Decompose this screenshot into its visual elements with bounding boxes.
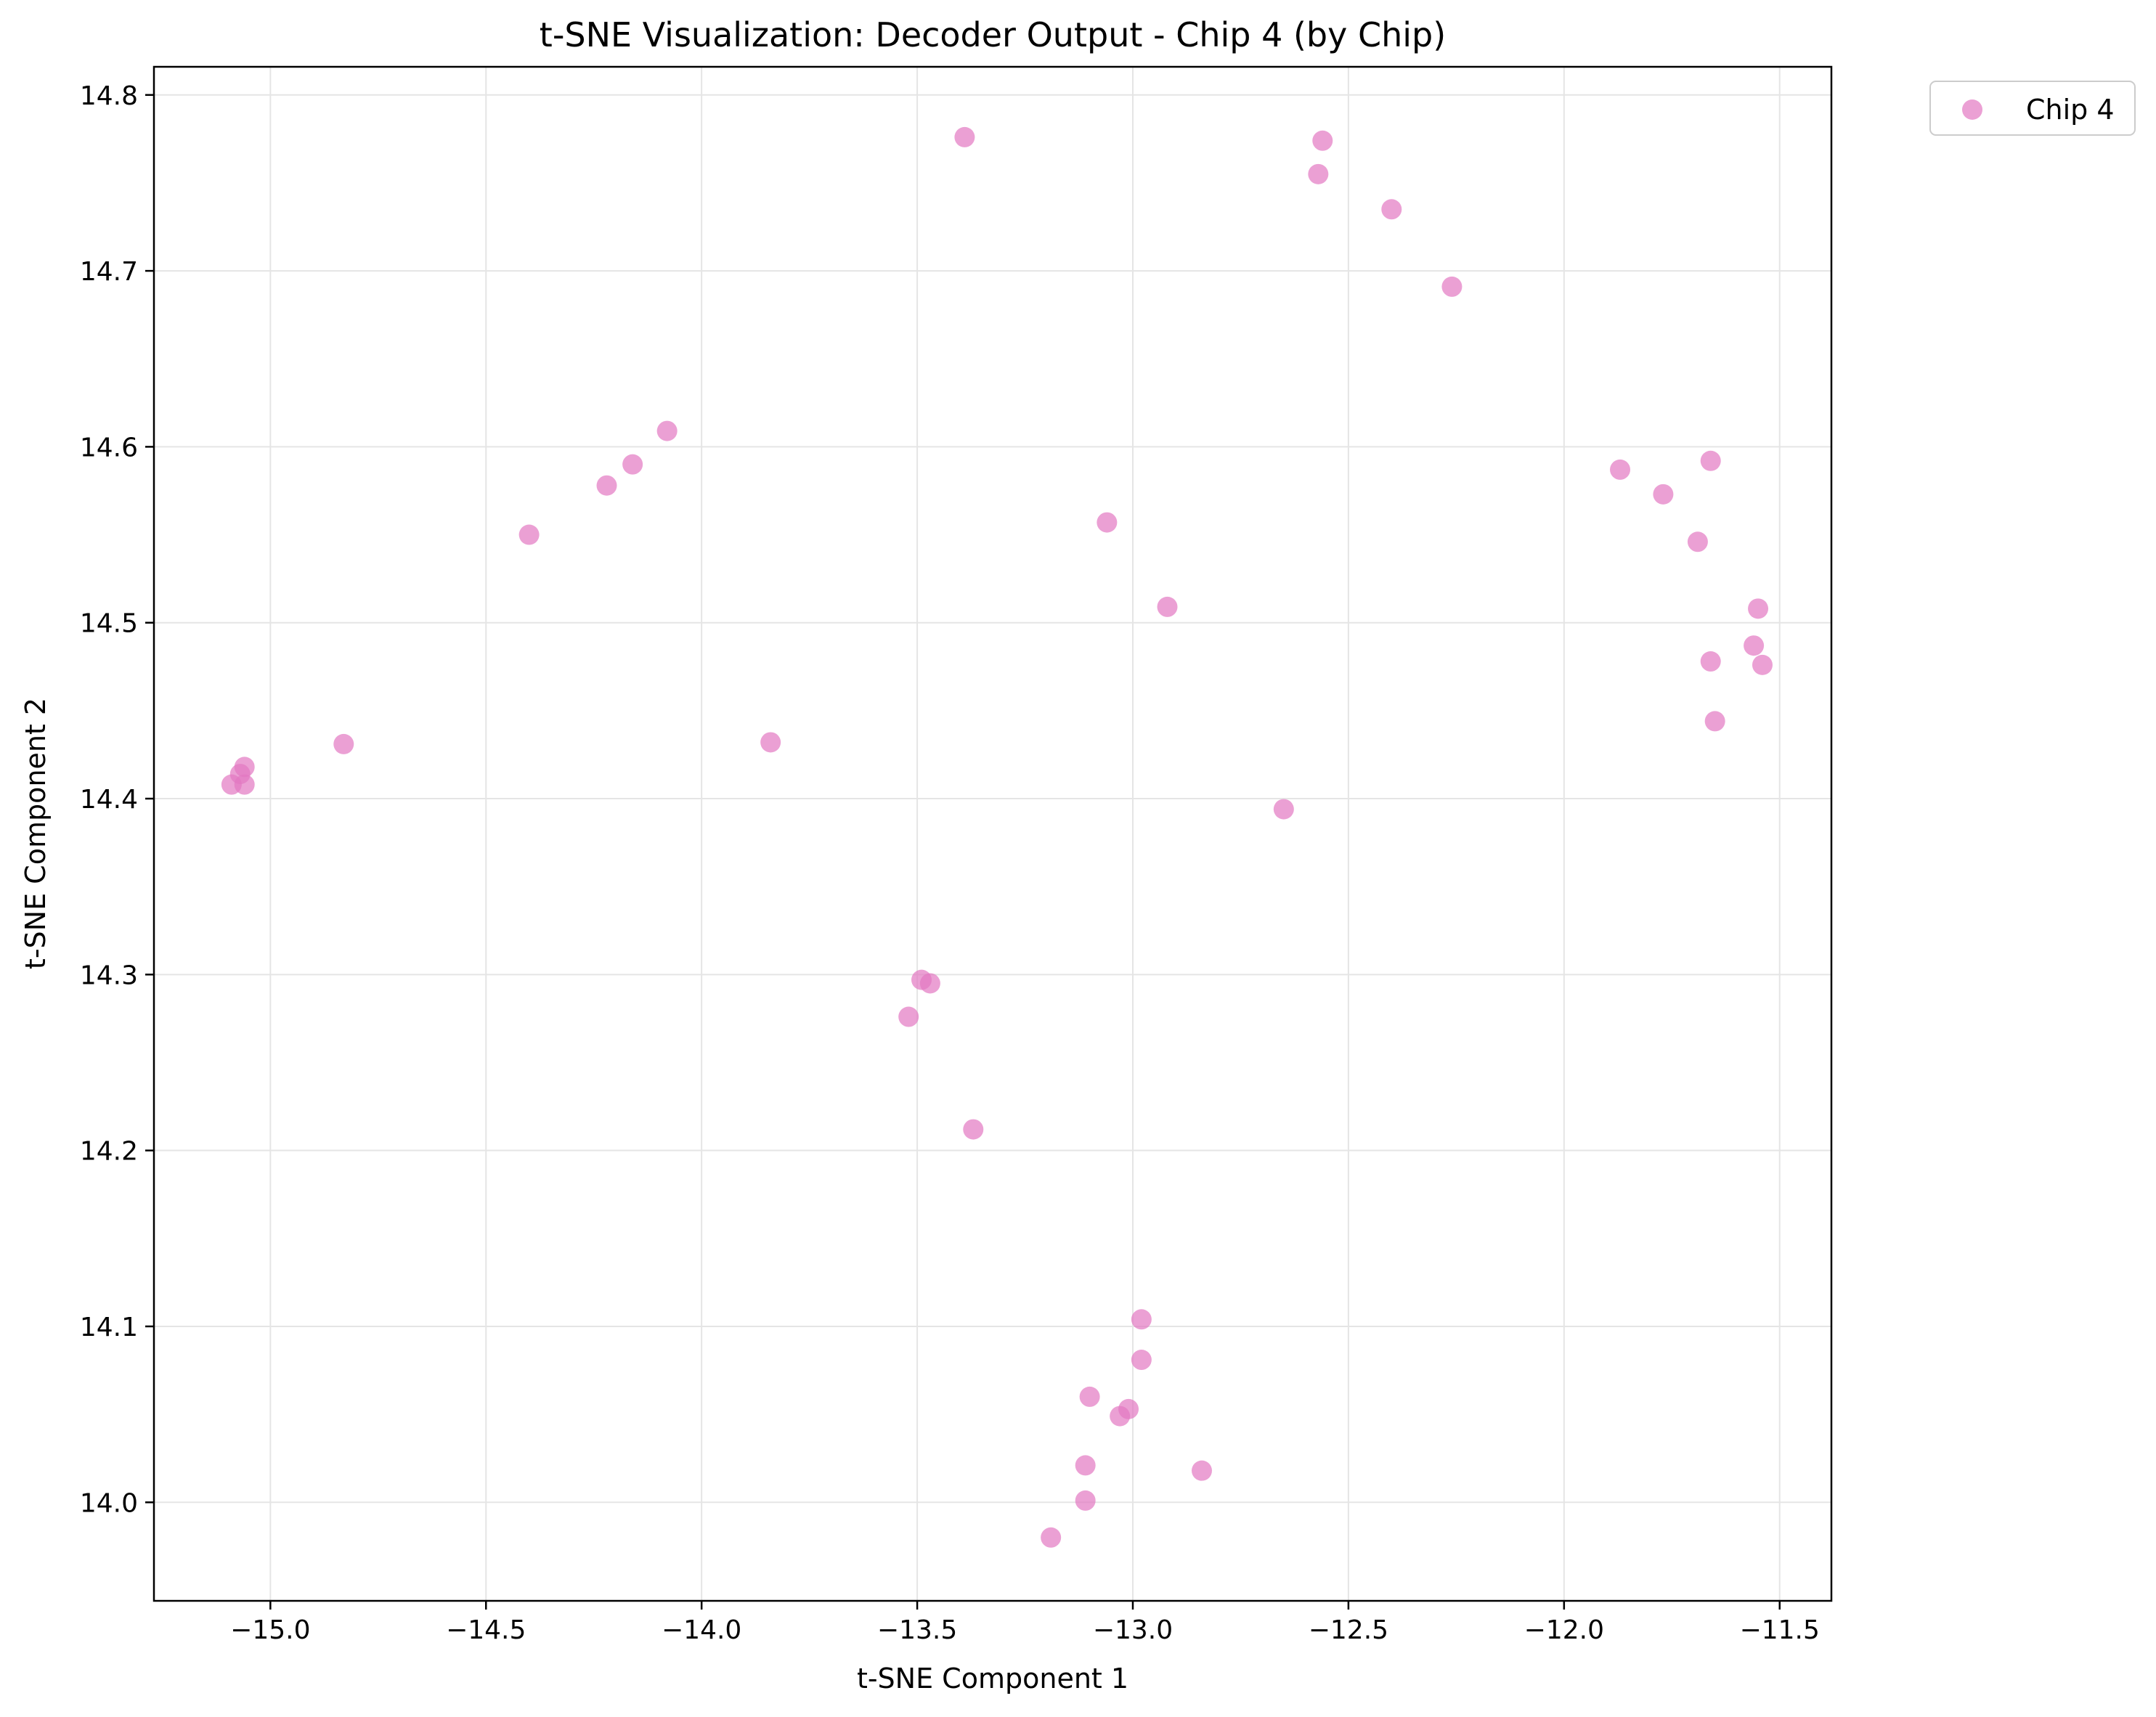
data-point <box>596 475 617 496</box>
x-tick-label: −12.0 <box>1524 1615 1604 1645</box>
data-points <box>221 126 1773 1548</box>
x-tick-label: −11.5 <box>1740 1615 1820 1645</box>
data-point <box>656 420 678 441</box>
data-point <box>760 732 781 753</box>
data-point <box>954 126 975 147</box>
data-point <box>1704 711 1725 732</box>
data-point <box>1097 512 1118 533</box>
data-point <box>1075 1455 1096 1476</box>
y-tick-label: 14.5 <box>80 609 138 639</box>
data-point <box>1752 654 1773 675</box>
data-point <box>1110 1406 1131 1427</box>
data-point <box>1312 130 1333 151</box>
y-tick-label: 14.1 <box>80 1313 138 1342</box>
y-tick-label: 14.8 <box>80 81 138 111</box>
y-tick-label: 14.7 <box>80 257 138 287</box>
data-point <box>963 1119 984 1140</box>
data-point <box>919 973 940 994</box>
data-point <box>1079 1386 1100 1407</box>
data-point <box>1157 596 1178 617</box>
x-tick-label: −13.0 <box>1093 1615 1173 1645</box>
y-tick-label: 14.0 <box>80 1488 138 1518</box>
data-point <box>1192 1460 1213 1481</box>
data-point <box>1131 1350 1152 1371</box>
x-axis-ticks: −15.0 −14.5 −14.0 −13.5 −13.0 −12.5 −12.0 −11.5 <box>230 1601 1820 1645</box>
legend-label-chip-4: Chip 4 <box>2026 94 2115 126</box>
y-axis-label: t-SNE Component 2 <box>20 698 52 969</box>
data-point <box>1748 598 1769 619</box>
data-point <box>1687 531 1708 552</box>
x-axis-label: t-SNE Component 1 <box>857 1663 1128 1694</box>
chart-title: t-SNE Visualization: Decoder Output - Ch… <box>540 15 1446 54</box>
data-point <box>333 733 354 754</box>
data-point <box>1075 1490 1096 1511</box>
data-point <box>1381 199 1402 220</box>
y-tick-label: 14.3 <box>80 961 138 990</box>
y-tick-label: 14.6 <box>80 433 138 462</box>
y-tick-label: 14.4 <box>80 785 138 815</box>
data-point <box>1700 450 1721 471</box>
data-point <box>1041 1527 1062 1548</box>
x-tick-label: −13.5 <box>877 1615 957 1645</box>
data-point <box>622 454 643 475</box>
x-tick-label: −15.0 <box>230 1615 310 1645</box>
y-axis-ticks: 14.0 14.1 14.2 14.3 14.4 14.5 14.6 14.7 14.8 <box>80 81 154 1518</box>
data-point <box>1744 635 1765 656</box>
data-point <box>234 774 255 795</box>
legend-marker-chip-4 <box>1962 99 1982 120</box>
data-point <box>1308 163 1329 184</box>
data-point <box>1610 459 1631 480</box>
x-tick-label: −14.0 <box>662 1615 741 1645</box>
plot-area-frame <box>152 65 1833 1602</box>
data-point <box>1700 651 1721 672</box>
data-point <box>518 524 540 545</box>
data-point <box>898 1006 919 1027</box>
data-point <box>1273 799 1294 820</box>
legend-box <box>1929 81 2136 136</box>
data-point <box>1441 276 1463 297</box>
y-tick-label: 14.2 <box>80 1137 138 1167</box>
grid-lines <box>154 67 1831 1601</box>
data-point <box>1653 484 1674 505</box>
x-tick-label: −12.5 <box>1309 1615 1388 1645</box>
legend: Chip 4 <box>1929 81 2136 136</box>
data-point <box>1131 1309 1152 1330</box>
x-tick-label: −14.5 <box>446 1615 526 1645</box>
